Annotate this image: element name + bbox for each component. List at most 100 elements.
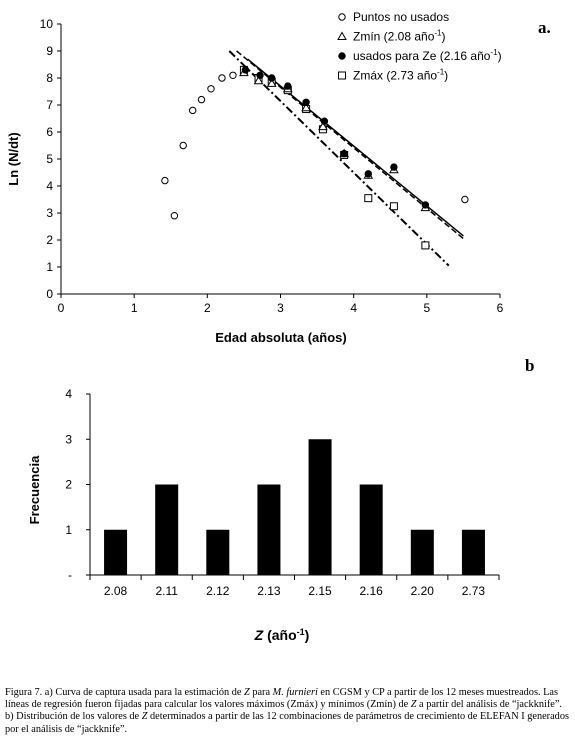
x-tick-label-a: 0: [58, 301, 65, 315]
x-tick-label-b: 2.08: [104, 584, 128, 598]
data-point-circle-open: [197, 95, 206, 104]
y-tick-label-a: 4: [46, 179, 53, 193]
data-point-circle-open: [461, 195, 469, 204]
x-axis-label-b-close: ): [305, 627, 310, 643]
y-tick-label-b: 2: [65, 478, 72, 492]
data-point-square-open: [364, 194, 373, 203]
bar-2.13: [257, 484, 281, 575]
regression-line-solid: [247, 58, 464, 237]
legend-marker-circle-open: [338, 13, 346, 21]
caption-species: M. furnieri: [272, 687, 318, 698]
regression-line-dash-dot: [228, 50, 450, 267]
data-points-a: [161, 65, 469, 250]
y-tick-label-a: 3: [46, 206, 53, 220]
x-tick-label-a: 3: [277, 301, 284, 315]
figure-caption: Figura 7. a) Curva de captura usada para…: [5, 687, 573, 736]
panel-label-b: b: [525, 356, 534, 375]
legend-entry-text: Puntos no usados: [353, 10, 449, 24]
x-axis-label-b-sup: -1: [297, 627, 305, 637]
legend-entry-text: Zmáx (2.73 año: [353, 69, 437, 83]
bar-2.12: [206, 529, 230, 575]
x-tick-label-a: 1: [131, 301, 138, 315]
legend-entry: Zmín (2.08 año-1): [353, 29, 446, 44]
bar-2.11: [155, 484, 179, 575]
legend-a: Puntos no usados Zmín (2.08 año-1) usados …: [337, 10, 502, 83]
data-point-circle-open: [170, 212, 179, 220]
ticks-a: 0 1 2 3 4 5 6 0 1 2 3 4 5 6 7 8 9 10: [40, 17, 504, 315]
data-point-circle-filled: [421, 201, 430, 209]
x-tick-label-b: 2.73: [462, 584, 486, 598]
bar-2.20: [410, 529, 434, 575]
bar-2.16: [359, 484, 383, 575]
x-tick-label-b: 2.16: [360, 584, 384, 598]
y-tick-label-a: 1: [46, 260, 53, 274]
caption-mid3: a partir del análisis de “jackknife”. b)…: [5, 699, 563, 723]
y-tick-label-a: 5: [46, 152, 53, 166]
legend-entry-close: ): [444, 69, 448, 83]
x-tick-label-b: 2.15: [308, 584, 332, 598]
x-axis-label-b: Z (año-1): [254, 627, 310, 643]
y-tick-label-a: 0: [46, 287, 53, 301]
bar-2.15: [308, 439, 332, 575]
data-point-triangle-open: [253, 75, 264, 85]
data-point-circle-open: [179, 141, 187, 150]
data-point-circle-filled: [284, 82, 292, 90]
legend-entry-text: usados para Ze (2.16 año: [353, 49, 491, 63]
x-tick-label-a: 4: [350, 301, 357, 315]
x-axis-label-a: Edad absoluta (años): [215, 330, 346, 345]
caption-tail: determinados a partir de las 12 combinac…: [5, 711, 569, 735]
bars-b: [104, 439, 485, 575]
data-point-square-open: [421, 241, 430, 250]
x-tick-label-a: 6: [497, 301, 504, 315]
caption-z2: Z: [410, 699, 417, 711]
legend-entry-close: ): [498, 49, 502, 63]
data-point-circle-filled: [268, 74, 276, 82]
y-tick-label-b: -: [68, 568, 72, 582]
y-tick-label-b: 4: [65, 387, 72, 401]
data-point-circle-open: [207, 85, 215, 93]
data-point-circle-filled: [340, 149, 348, 158]
x-tick-label-b: 2.13: [257, 584, 281, 598]
data-point-triangle-open: [266, 78, 277, 87]
caption-z1: Z: [244, 687, 250, 698]
y-tick-label-b: 1: [65, 523, 72, 537]
x-axis-label-b-unit: (año: [263, 627, 296, 643]
data-point-circle-filled: [241, 66, 250, 74]
data-point-circle-filled: [390, 163, 398, 171]
legend-entry-sup: -1: [437, 68, 445, 77]
y-tick-label-a: 6: [46, 125, 53, 139]
legend-entry: Puntos no usados: [353, 10, 449, 24]
legend-entry-close: ): [442, 30, 446, 44]
data-point-triangle-open: [318, 121, 328, 131]
legend-entry-sup: -1: [434, 29, 442, 38]
y-tick-label-a: 8: [46, 71, 53, 85]
y-tick-label-a: 2: [46, 233, 53, 247]
data-point-circle-open: [161, 176, 169, 185]
data-point-circle-open: [229, 71, 237, 80]
legend-entry: Zmáx (2.73 año-1): [353, 68, 448, 83]
scatter-chart-a: 0 1 2 3 4 5 6 0 1 2 3 4 5 6 7 8 9 10 Edad absoluta (años)…: [6, 10, 551, 345]
x-tick-label-a: 2: [204, 301, 211, 315]
y-tick-label-b: 3: [65, 432, 72, 446]
legend-entry: usados para Ze (2.16 año-1): [353, 48, 502, 63]
y-axis-label-b: Frecuencia: [27, 455, 42, 524]
data-point-circle-filled: [364, 170, 372, 178]
legend-entry-sup: -1: [490, 48, 498, 57]
data-point-circle-open: [218, 74, 226, 82]
panel-label-a: a.: [538, 18, 551, 37]
bar-2.73: [461, 529, 485, 575]
legend-marker-square-open: [338, 71, 346, 80]
x-tick-label-b: 2.12: [206, 584, 230, 598]
x-tick-label-b: 2.20: [411, 584, 435, 598]
data-point-triangle-open: [301, 102, 311, 112]
legend-marker-triangle-open: [337, 31, 347, 40]
caption-mid2: en CGSM y CP a partir de los 12 meses mu…: [5, 687, 558, 711]
data-point-circle-open: [189, 106, 197, 115]
ticks-b: 2.08 2.11 2.12 2.13 2.15 2.16 2.20 2.73 - 1 2 3 4: [65, 387, 500, 598]
caption-z3: Z: [141, 711, 148, 723]
caption-lead: Figura 7. a) Curva de captura usada para…: [5, 687, 245, 698]
data-point-square-open: [389, 202, 398, 211]
x-tick-label-b: 2.11: [155, 584, 178, 598]
